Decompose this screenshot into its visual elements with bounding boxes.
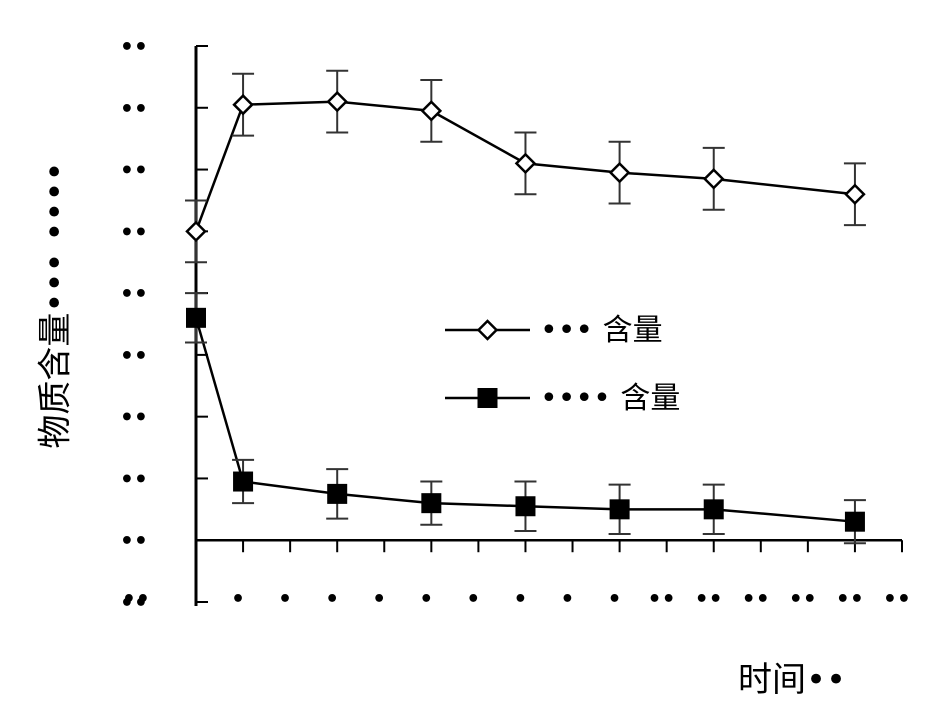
x-tick-label: ••	[648, 587, 676, 612]
x-tick-label: •	[372, 587, 386, 612]
x-tick-label: ••	[742, 587, 770, 612]
data-point	[844, 183, 866, 206]
y-tick-label: ••	[120, 35, 148, 60]
x-tick-label: •	[466, 587, 480, 612]
legend-marker	[476, 319, 499, 341]
x-tick-label: •	[608, 587, 622, 612]
legend: ••• 含量 •••• 含量	[445, 313, 680, 416]
series-layer	[185, 69, 866, 545]
x-tick-label: ••	[695, 587, 723, 612]
data-point	[326, 90, 348, 113]
data-point	[185, 220, 207, 243]
series-line	[194, 100, 856, 232]
x-tick-label: •	[278, 587, 292, 612]
data-point	[420, 100, 443, 122]
y-tick-label: ••	[120, 406, 148, 431]
y-tick-label: ••	[120, 97, 148, 122]
series-line	[194, 317, 856, 523]
data-point	[327, 483, 348, 504]
series-1	[185, 69, 866, 264]
x-tick-label: ••	[883, 587, 911, 612]
y-tick-label: ••	[120, 467, 148, 492]
legend-label: ••• 含量	[540, 313, 663, 348]
data-point	[702, 168, 725, 190]
x-tick-label: •	[560, 587, 574, 612]
data-point	[608, 161, 631, 184]
y-axis-label: 物质含量••• ••••	[35, 161, 76, 449]
data-point	[609, 499, 630, 520]
data-point	[233, 471, 254, 492]
y-tick-label: ••	[120, 159, 148, 184]
y-tick-label: ••	[120, 282, 148, 307]
y-axis-label-box: 物质含量••• ••••	[12, 161, 92, 448]
data-point	[186, 307, 206, 328]
data-point	[703, 499, 724, 520]
x-tick-labels: • • • • • • • • • •• •• •• •• •• ••••	[122, 587, 911, 612]
legend-item-1: ••• 含量	[445, 313, 663, 348]
y-tick-label: ••	[120, 529, 148, 554]
data-point	[515, 496, 536, 517]
x-origin-label: ••	[122, 587, 150, 612]
legend-item-2: •••• 含量	[445, 381, 680, 416]
data-point	[844, 511, 865, 532]
y-tick-label: ••	[120, 344, 148, 369]
legend-marker	[477, 388, 498, 408]
x-tick-label: •	[419, 587, 433, 612]
x-axis-label: 时间••	[738, 660, 847, 700]
series-2	[185, 292, 866, 545]
legend-label: •••• 含量	[540, 381, 680, 416]
x-tick-label: •	[231, 587, 245, 612]
y-tick-label: ••	[120, 220, 148, 245]
x-tick-label: ••	[836, 587, 864, 612]
x-tick-label: •	[325, 587, 339, 612]
y-tick-label: ••	[120, 591, 148, 616]
data-point	[421, 493, 442, 514]
data-point	[514, 152, 537, 175]
x-tick-label: ••	[789, 587, 817, 612]
x-tick-label: •	[513, 587, 527, 612]
y-tick-labels: ••••••••••••••••••••	[120, 35, 148, 616]
data-point	[232, 93, 254, 116]
